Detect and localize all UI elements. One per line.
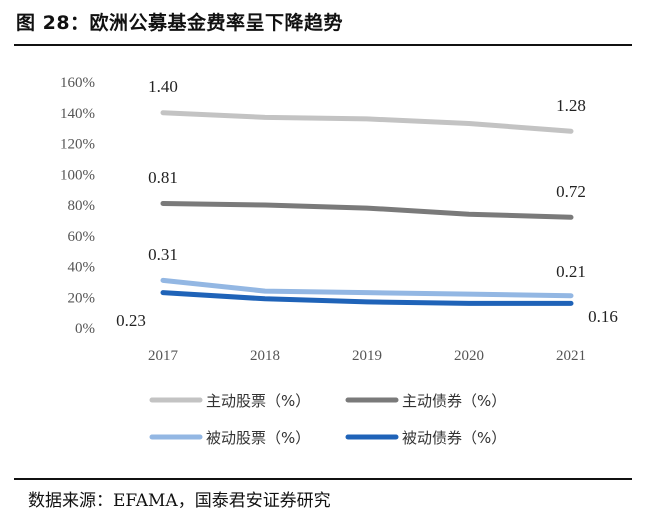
top-rule: [14, 44, 632, 46]
y-tick-label: 80%: [68, 198, 96, 214]
x-tick-label: 2018: [250, 348, 280, 364]
data-label-first: 0.23: [116, 311, 146, 330]
y-tick-label: 100%: [60, 167, 95, 183]
y-tick-label: 160%: [60, 75, 95, 91]
legend-label: 被动债券（%）: [402, 429, 506, 447]
y-tick-label: 140%: [60, 106, 95, 122]
y-tick-label: 120%: [60, 137, 95, 153]
x-tick-label: 2020: [454, 348, 484, 364]
y-tick-label: 0%: [75, 321, 95, 337]
data-label-last: 1.28: [556, 96, 586, 115]
data-label-last: 0.16: [588, 307, 618, 326]
x-tick-label: 2021: [556, 348, 586, 364]
line-chart: 0% 20% 40% 60% 80% 100% 120% 140% 160% 2017 2018 20…: [60, 75, 618, 447]
data-label-first: 1.40: [148, 77, 178, 96]
data-label-last: 0.21: [556, 262, 586, 281]
x-tick-label: 2017: [148, 348, 179, 364]
y-tick-label: 20%: [68, 290, 96, 306]
source-note: 数据来源：EFAMA，国泰君安证券研究: [28, 491, 331, 511]
figure-title: 图 28：欧洲公募基金费率呈下降趋势: [16, 12, 344, 34]
series-line-3: [160, 277, 574, 299]
bottom-rule: [14, 478, 632, 480]
data-label-first: 0.81: [148, 168, 178, 187]
data-label-first: 0.31: [148, 245, 178, 264]
x-tick-label: 2019: [352, 348, 382, 364]
legend-label: 被动股票（%）: [206, 429, 310, 447]
legend-label: 主动股票（%）: [206, 392, 310, 410]
y-tick-label: 40%: [68, 260, 96, 276]
legend-label: 主动债券（%）: [402, 392, 506, 410]
series-line-2: [160, 200, 574, 220]
y-tick-label: 60%: [68, 229, 96, 245]
series-line-1: [160, 110, 574, 134]
data-label-last: 0.72: [556, 182, 586, 201]
